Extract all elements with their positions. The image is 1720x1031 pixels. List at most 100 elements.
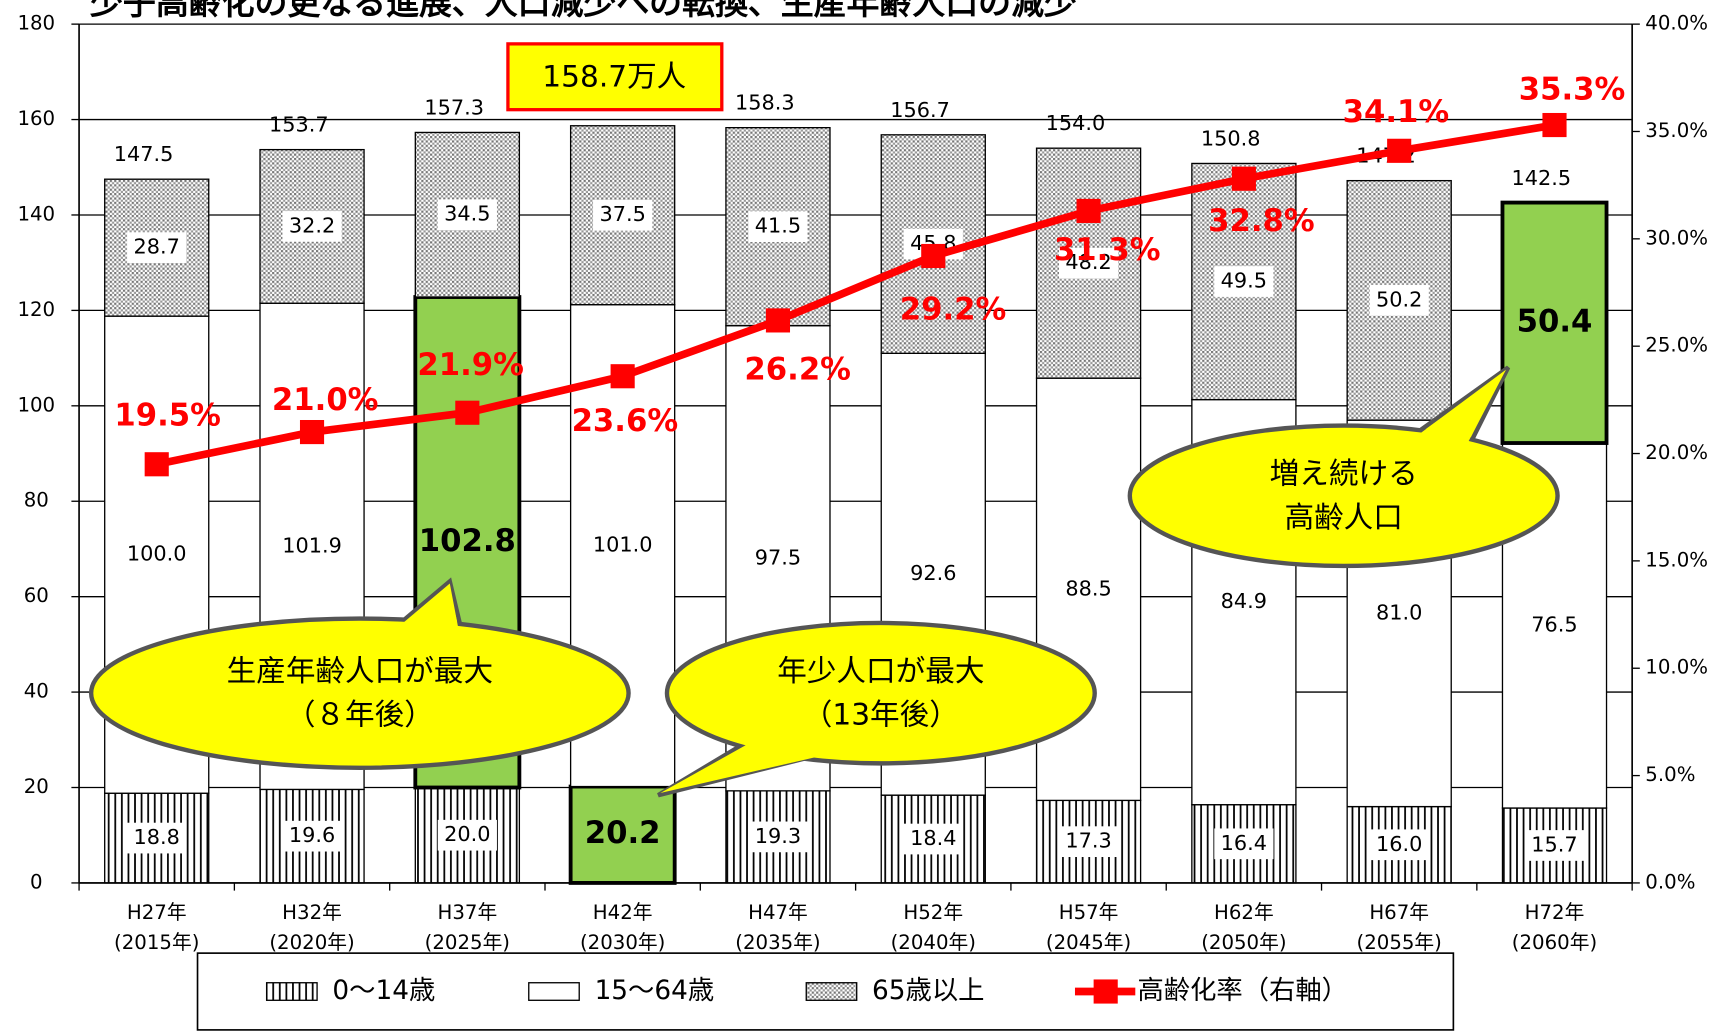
data-label: 50.4 <box>1517 303 1593 339</box>
label-bg <box>593 199 653 231</box>
label-bg <box>1214 266 1274 297</box>
label-bg <box>282 211 342 242</box>
y2-tick-label: 40.0% <box>1645 12 1708 35</box>
y-tick-label: 160 <box>17 107 55 130</box>
callout-bubble <box>1127 423 1560 569</box>
data-label: 16.4 <box>1221 831 1267 855</box>
x-tick-label: H67年 <box>1369 901 1429 924</box>
line-marker <box>1231 166 1256 191</box>
x-tick-label: (2035年) <box>735 931 820 954</box>
line-label: 32.8% <box>1208 203 1315 239</box>
legend-label: 65歳以上 <box>872 976 984 1006</box>
y2-tick-label: 5.0% <box>1645 763 1695 786</box>
line-label: 21.0% <box>272 382 379 418</box>
line-label: 26.2% <box>744 351 851 387</box>
total-label: 158.3 <box>735 91 795 115</box>
x-tick-label: (2060年) <box>1512 931 1597 954</box>
x-tick-label: H32年 <box>282 901 342 924</box>
x-tick-label: H52年 <box>903 901 963 924</box>
label-bg <box>282 820 342 852</box>
total-label: 142.5 <box>1512 166 1572 190</box>
x-tick-label: H42年 <box>593 901 653 924</box>
callout-tail-fill <box>254 583 459 631</box>
annotation: 年少人口が最大 <box>777 654 984 688</box>
x-tick-label: (2040年) <box>891 931 976 954</box>
label-bg <box>1369 829 1429 861</box>
legend-label: 15〜64歳 <box>595 976 715 1006</box>
x-tick-label: H47年 <box>748 901 808 924</box>
y-tick-label: 60 <box>24 584 49 607</box>
data-label: 15.7 <box>1531 832 1577 856</box>
total-label: 156.7 <box>890 98 950 122</box>
y2-tick-label: 30.0% <box>1645 226 1708 249</box>
line-series <box>155 121 1556 469</box>
total-label: 158.7万人 <box>542 59 686 93</box>
label-bg <box>127 822 187 854</box>
legend-swatch <box>265 982 318 1001</box>
data-label: 48.2 <box>1065 250 1111 274</box>
y-tick-label: 0 <box>30 870 43 893</box>
data-label: 100.0 <box>127 542 187 566</box>
y-tick-label: 120 <box>17 298 55 321</box>
line-marker <box>610 364 635 389</box>
line-label: 19.5% <box>114 398 221 434</box>
total-label: 153.7 <box>269 112 329 136</box>
annotation: 増え続ける <box>1270 456 1418 490</box>
data-label: 49.5 <box>1221 269 1267 293</box>
data-label: 97.5 <box>755 545 801 569</box>
data-label: 102.8 <box>419 523 516 559</box>
line-marker <box>299 419 325 445</box>
label-bg <box>437 819 497 851</box>
plot-area: 0 20 40 60 80 100 120 140 160 180 0.0% 5.0% 10.0% 15.… <box>17 12 1708 954</box>
legend-swatch <box>528 982 580 1001</box>
line-label: 31.3% <box>1054 232 1161 268</box>
callout-bubble <box>88 616 631 770</box>
y-tick-label: 180 <box>17 12 55 35</box>
bar-segment <box>1500 200 1609 445</box>
y2-tick-label: 20.0% <box>1645 441 1708 464</box>
data-label: 92.6 <box>910 561 956 585</box>
y-tick-label: 80 <box>24 489 49 512</box>
total-box <box>506 42 724 112</box>
label-bg <box>1214 828 1274 860</box>
total-label: 154.0 <box>1046 111 1106 135</box>
data-label: 32.2 <box>289 213 335 237</box>
y-tick-label: 40 <box>24 680 49 703</box>
line-label: 34.1% <box>1343 94 1450 130</box>
callout-tail-fill <box>1395 369 1507 464</box>
label-bg <box>903 823 963 855</box>
total-label: 147.5 <box>114 142 174 166</box>
x-tick-label: (2030年) <box>580 931 665 954</box>
data-label: 101.0 <box>593 533 653 557</box>
data-label: 20.2 <box>585 815 661 851</box>
annotation: 高齢人口 <box>1284 500 1402 534</box>
y-tick-label: 140 <box>17 202 55 225</box>
x-tick-label: (2015年) <box>114 931 199 954</box>
y2-tick-label: 0.0% <box>1645 870 1695 893</box>
label-bg <box>1058 247 1119 279</box>
data-label: 41.5 <box>755 214 801 238</box>
total-label: 157.3 <box>424 95 484 119</box>
data-label: 19.6 <box>289 823 335 847</box>
x-tick-label: H72年 <box>1525 901 1585 924</box>
line-marker <box>1387 138 1412 163</box>
label-bg <box>127 232 187 264</box>
line-marker <box>455 400 480 425</box>
annotation: （８年後） <box>286 698 434 732</box>
x-tick-label: (2055年) <box>1357 931 1442 954</box>
chart-title: 少子高齢化の更なる進展、人口減少への転換、生産年齢人口の減少 <box>90 0 1077 22</box>
line-marker <box>1076 198 1101 223</box>
line-label: 29.2% <box>900 291 1007 327</box>
callouts: 生産年齢人口が最大 （８年後） 年少人口が最大 （13年後） 増え続ける 高齢人… <box>88 365 1560 798</box>
data-label: 88.5 <box>1065 576 1111 600</box>
data-label: 37.5 <box>599 202 645 226</box>
y-tick-label: 100 <box>17 393 55 416</box>
y-tick-label: 20 <box>24 775 49 798</box>
data-label: 76.5 <box>1531 613 1577 637</box>
line-marker <box>1542 112 1567 138</box>
y2-tick-label: 25.0% <box>1645 334 1708 357</box>
label-bg <box>437 199 497 231</box>
legend-label: 高齢化率（右軸） <box>1137 976 1348 1006</box>
data-label: 81.0 <box>1376 600 1422 624</box>
